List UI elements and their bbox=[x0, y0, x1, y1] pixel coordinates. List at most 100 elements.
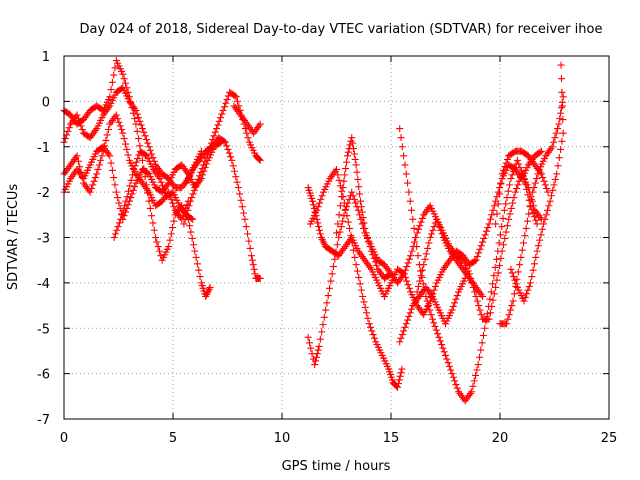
data-point bbox=[558, 88, 566, 96]
data-point bbox=[222, 99, 230, 107]
data-point bbox=[558, 102, 566, 110]
data-point bbox=[408, 247, 416, 255]
data-point bbox=[356, 197, 364, 205]
data-point bbox=[256, 274, 264, 282]
data-point bbox=[313, 350, 321, 358]
data-point bbox=[331, 255, 339, 263]
data-point bbox=[362, 229, 370, 237]
data-point bbox=[423, 297, 431, 305]
data-point bbox=[128, 171, 136, 179]
data-point bbox=[211, 128, 219, 136]
data-point bbox=[106, 152, 114, 160]
data-point bbox=[339, 184, 347, 192]
data-point bbox=[351, 253, 359, 261]
data-point bbox=[510, 273, 518, 281]
y-tick-label: 0 bbox=[42, 95, 50, 110]
data-point bbox=[114, 223, 122, 231]
data-point bbox=[218, 110, 226, 118]
data-point bbox=[149, 154, 157, 162]
data-point bbox=[439, 344, 447, 352]
data-point bbox=[527, 195, 535, 203]
data-point bbox=[346, 224, 354, 232]
data-point bbox=[512, 280, 520, 288]
data-point bbox=[183, 211, 191, 219]
data-point bbox=[490, 202, 498, 210]
data-point bbox=[517, 253, 525, 261]
data-point bbox=[348, 188, 356, 196]
data-point bbox=[249, 261, 257, 269]
data-point bbox=[474, 361, 482, 369]
data-point bbox=[243, 129, 251, 137]
data-point bbox=[417, 218, 425, 226]
data-point bbox=[347, 137, 355, 145]
data-point bbox=[245, 237, 253, 245]
data-point bbox=[421, 255, 429, 263]
x-tick-label: 5 bbox=[169, 431, 177, 446]
series-arc-7 bbox=[182, 134, 264, 282]
data-point bbox=[197, 168, 205, 176]
series-arc-13 bbox=[396, 125, 541, 405]
data-point bbox=[238, 203, 246, 211]
data-point bbox=[505, 215, 513, 223]
data-point bbox=[356, 280, 364, 288]
data-point bbox=[201, 157, 209, 165]
data-point bbox=[394, 383, 402, 391]
data-point bbox=[405, 255, 413, 263]
data-point bbox=[402, 170, 410, 178]
data-point bbox=[142, 135, 150, 143]
data-point bbox=[476, 353, 484, 361]
data-point bbox=[428, 315, 436, 323]
data-point bbox=[304, 333, 312, 341]
data-point bbox=[248, 256, 256, 264]
data-point bbox=[76, 118, 84, 126]
data-point bbox=[503, 320, 511, 328]
data-point bbox=[448, 370, 456, 378]
data-point bbox=[315, 223, 323, 231]
data-point bbox=[557, 75, 565, 83]
data-point bbox=[349, 192, 357, 200]
data-point bbox=[124, 151, 132, 159]
data-point bbox=[546, 197, 554, 205]
data-point bbox=[513, 184, 521, 192]
data-point bbox=[401, 161, 409, 169]
data-point bbox=[403, 277, 411, 285]
data-point bbox=[89, 181, 97, 189]
data-points bbox=[60, 57, 567, 405]
data-point bbox=[487, 288, 495, 296]
data-point bbox=[244, 134, 252, 142]
data-point bbox=[234, 97, 242, 105]
data-point bbox=[493, 276, 501, 284]
data-point bbox=[396, 372, 404, 380]
data-point bbox=[370, 254, 378, 262]
data-point bbox=[335, 234, 343, 241]
data-point bbox=[332, 248, 340, 256]
series-arc-10 bbox=[306, 165, 406, 391]
data-point bbox=[475, 249, 483, 257]
data-point bbox=[490, 290, 498, 298]
data-point bbox=[186, 222, 194, 230]
data-point bbox=[407, 252, 415, 260]
data-point bbox=[476, 306, 484, 314]
data-point bbox=[533, 220, 541, 228]
data-point bbox=[334, 171, 342, 179]
data-point bbox=[93, 170, 101, 178]
data-point bbox=[403, 263, 411, 271]
data-point bbox=[193, 179, 201, 187]
data-point bbox=[498, 223, 506, 231]
data-point bbox=[397, 334, 405, 342]
data-point bbox=[436, 337, 444, 345]
data-point bbox=[354, 206, 362, 214]
data-point bbox=[349, 139, 357, 147]
data-point bbox=[428, 230, 436, 238]
data-point bbox=[488, 211, 496, 219]
data-point bbox=[532, 253, 540, 261]
data-point bbox=[430, 286, 438, 294]
data-point bbox=[246, 244, 254, 252]
data-point bbox=[534, 170, 542, 178]
data-point bbox=[449, 302, 457, 310]
data-point bbox=[144, 169, 152, 177]
data-point bbox=[169, 224, 177, 232]
data-point bbox=[485, 220, 493, 228]
data-point bbox=[256, 120, 264, 128]
